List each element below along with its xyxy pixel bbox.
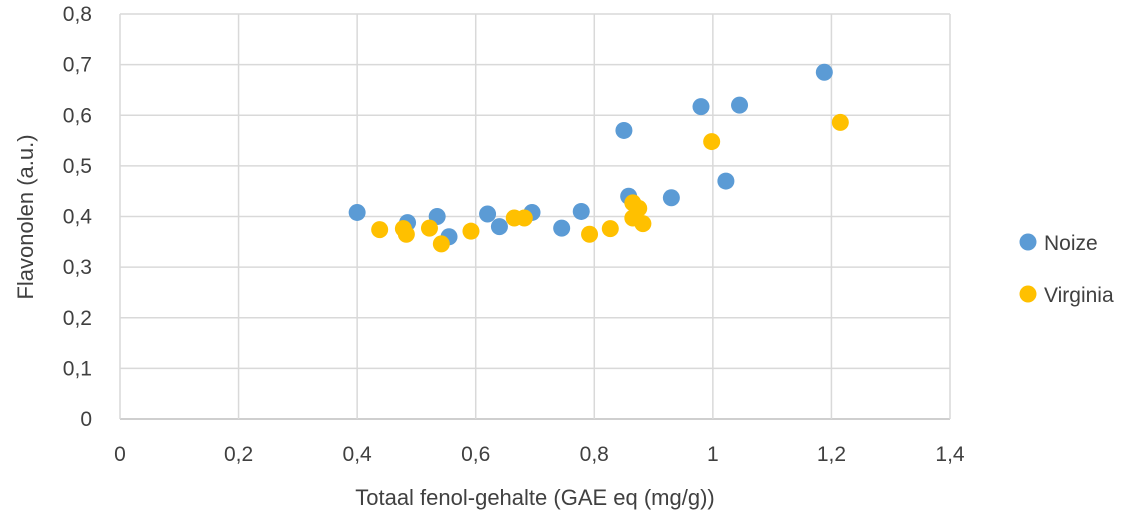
data-point bbox=[581, 225, 599, 243]
data-point bbox=[630, 199, 648, 217]
legend-item-virginia: Virginia bbox=[1019, 284, 1114, 307]
y-tick-label: 0,8 bbox=[63, 3, 92, 26]
legend-marker bbox=[1019, 285, 1037, 303]
x-axis-title: Totaal fenol-gehalte (GAE eq (mg/g)) bbox=[355, 485, 715, 510]
data-point bbox=[572, 202, 590, 220]
legend-label: Virginia bbox=[1044, 284, 1114, 307]
y-tick-label: 0,7 bbox=[63, 54, 92, 77]
y-tick-label: 0 bbox=[80, 408, 92, 431]
y-tick-label: 0,6 bbox=[63, 104, 92, 127]
data-point bbox=[601, 220, 619, 238]
y-tick-label: 0,5 bbox=[63, 155, 92, 178]
data-points bbox=[348, 63, 849, 253]
x-tick-label: 0 bbox=[114, 443, 126, 466]
y-axis-title: Flavonolen (a.u.) bbox=[13, 134, 38, 299]
data-point bbox=[634, 215, 652, 233]
legend: Noize Virginia bbox=[1019, 232, 1114, 307]
x-tick-label: 1,2 bbox=[817, 443, 846, 466]
data-point bbox=[815, 63, 833, 81]
data-point bbox=[831, 113, 849, 131]
data-point bbox=[662, 189, 680, 207]
data-point bbox=[553, 219, 571, 237]
data-point bbox=[462, 222, 480, 240]
x-tick-label: 0,8 bbox=[580, 443, 609, 466]
data-point bbox=[692, 98, 710, 116]
series-virginia bbox=[371, 113, 849, 253]
data-point bbox=[371, 221, 389, 239]
x-tick-label: 0,2 bbox=[224, 443, 253, 466]
y-tick-label: 0,4 bbox=[63, 206, 93, 229]
data-point bbox=[731, 96, 749, 114]
x-tick-label: 0,6 bbox=[461, 443, 490, 466]
x-tick-label: 0,4 bbox=[343, 443, 373, 466]
data-point bbox=[703, 133, 721, 151]
data-point bbox=[397, 225, 415, 243]
data-point bbox=[432, 235, 450, 253]
x-tick-label: 1 bbox=[707, 443, 719, 466]
y-tick-label: 0,2 bbox=[63, 307, 92, 330]
y-axis-ticks: 0 0,1 0,2 0,3 0,4 0,5 0,6 0,7 0,8 bbox=[63, 3, 93, 431]
y-tick-label: 0,1 bbox=[63, 357, 92, 380]
series-noize bbox=[348, 63, 833, 246]
data-point bbox=[479, 205, 497, 223]
data-point bbox=[348, 203, 366, 221]
legend-label: Noize bbox=[1044, 232, 1098, 255]
data-point bbox=[515, 209, 533, 227]
x-axis-ticks: 0 0,2 0,4 0,6 0,8 1 1,2 1,4 bbox=[114, 443, 965, 466]
data-point bbox=[615, 121, 633, 139]
x-tick-label: 1,4 bbox=[935, 443, 965, 466]
legend-marker bbox=[1019, 233, 1037, 251]
legend-item-noize: Noize bbox=[1019, 232, 1098, 255]
data-point bbox=[717, 172, 735, 190]
data-point bbox=[490, 218, 508, 236]
data-point bbox=[420, 219, 438, 237]
y-tick-label: 0,3 bbox=[63, 256, 92, 279]
